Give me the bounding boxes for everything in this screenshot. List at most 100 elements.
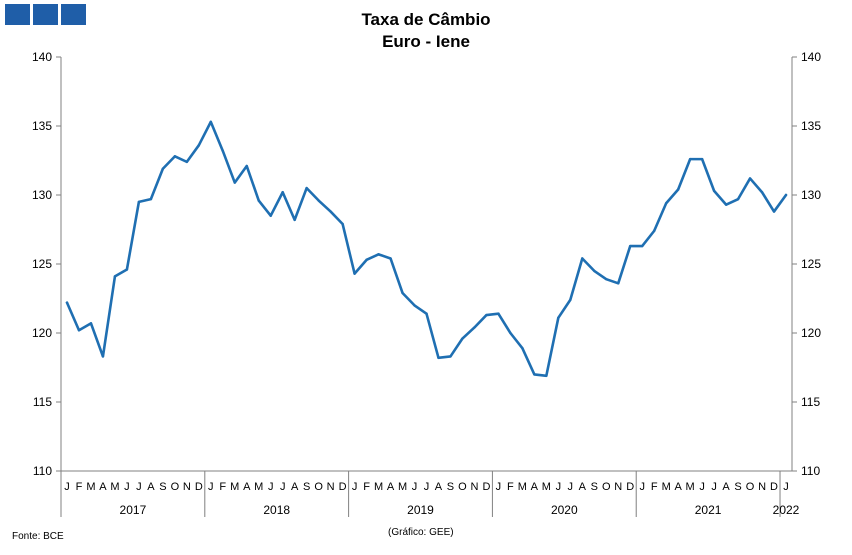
data-point — [125, 268, 129, 271]
x-month-label: A — [147, 481, 155, 493]
x-month-label: J — [136, 481, 142, 493]
x-month-label: M — [230, 481, 239, 493]
x-month-label: D — [626, 481, 634, 493]
x-month-label: O — [602, 481, 611, 493]
x-month-label: J — [268, 481, 274, 493]
data-point — [760, 191, 764, 194]
data-point — [401, 291, 404, 295]
x-month-label: M — [86, 481, 95, 493]
x-month-label: A — [722, 481, 730, 493]
y-tick-label-right: 140 — [801, 50, 821, 64]
data-point — [185, 160, 189, 164]
data-point — [641, 244, 644, 248]
chart-subtitle: Euro - Iene — [382, 32, 470, 51]
x-month-label: N — [470, 481, 478, 493]
data-point — [89, 322, 93, 325]
x-month-label: J — [711, 481, 717, 493]
data-point — [389, 257, 392, 260]
x-year-label: 2020 — [551, 503, 578, 517]
data-point — [485, 313, 488, 317]
x-month-label: F — [363, 481, 370, 493]
x-month-label: J — [352, 481, 358, 493]
data-point — [497, 312, 500, 315]
x-month-label: F — [76, 481, 83, 493]
data-point — [317, 199, 320, 202]
y-tick-label-left: 125 — [32, 257, 52, 271]
data-point — [736, 197, 740, 201]
x-month-label: J — [556, 481, 562, 493]
x-month-label: J — [208, 481, 214, 493]
data-point — [305, 186, 308, 190]
x-month-label: D — [770, 481, 778, 493]
data-point — [724, 203, 728, 206]
series-line — [65, 120, 788, 378]
data-point — [664, 202, 668, 205]
logo — [5, 4, 86, 25]
data-point — [329, 210, 332, 213]
x-month-label: S — [734, 481, 741, 493]
y-tick-label-left: 135 — [32, 119, 52, 133]
y-tick-label-left: 115 — [33, 395, 52, 409]
x-month-label: A — [435, 481, 443, 493]
data-point — [569, 298, 572, 302]
x-month-label: A — [291, 481, 299, 493]
logo-block — [5, 4, 30, 25]
data-point — [473, 326, 476, 329]
x-month-label: M — [662, 481, 671, 493]
x-month-label: A — [531, 481, 539, 493]
chart-title-block: Taxa de Câmbio Euro - Iene — [0, 9, 852, 53]
y-tick-label-left: 120 — [32, 326, 52, 340]
data-point — [293, 218, 296, 222]
x-month-label: N — [183, 481, 191, 493]
data-point — [137, 200, 141, 204]
x-month-label: M — [518, 481, 527, 493]
x-year-label: 2019 — [407, 503, 434, 517]
x-month-label: S — [591, 481, 598, 493]
x-month-label: D — [482, 481, 490, 493]
data-point — [65, 301, 69, 304]
data-point — [101, 355, 105, 358]
x-month-label: A — [99, 481, 107, 493]
x-month-label: S — [447, 481, 454, 493]
x-month-label: O — [171, 481, 180, 493]
x-month-label: M — [374, 481, 383, 493]
data-point — [533, 373, 536, 376]
x-year-label: 2021 — [695, 503, 722, 517]
x-month-label: J — [280, 481, 286, 493]
data-point — [748, 177, 752, 180]
x-month-label: N — [327, 481, 335, 493]
data-point — [209, 120, 212, 124]
data-point — [149, 197, 153, 201]
data-point — [377, 253, 380, 256]
data-point — [605, 277, 608, 281]
data-point — [437, 356, 440, 360]
x-month-label: F — [651, 481, 658, 493]
data-point — [245, 164, 248, 168]
data-point — [221, 149, 224, 153]
x-month-label: A — [674, 481, 682, 493]
x-month-label: J — [496, 481, 502, 493]
x-month-label: O — [458, 481, 467, 493]
data-point — [233, 181, 236, 184]
x-month-label: J — [783, 481, 789, 493]
data-point — [509, 331, 512, 335]
y-tick-label-right: 110 — [801, 464, 820, 478]
logo-block — [61, 4, 86, 25]
data-point — [449, 355, 452, 358]
data-point — [652, 229, 656, 233]
x-month-label: D — [195, 481, 203, 493]
data-point — [593, 269, 596, 273]
y-tick-label-left: 110 — [33, 464, 52, 478]
x-month-label: F — [219, 481, 226, 493]
x-month-label: S — [303, 481, 310, 493]
source-note: Fonte: BCE — [12, 531, 64, 542]
y-tick-label-right: 130 — [801, 188, 821, 202]
x-month-label: M — [398, 481, 407, 493]
data-point — [173, 155, 177, 158]
y-tick-label-right: 125 — [801, 257, 821, 271]
data-point — [581, 257, 584, 260]
logo-block — [33, 4, 58, 25]
data-point — [269, 214, 272, 217]
x-month-label: O — [746, 481, 755, 493]
